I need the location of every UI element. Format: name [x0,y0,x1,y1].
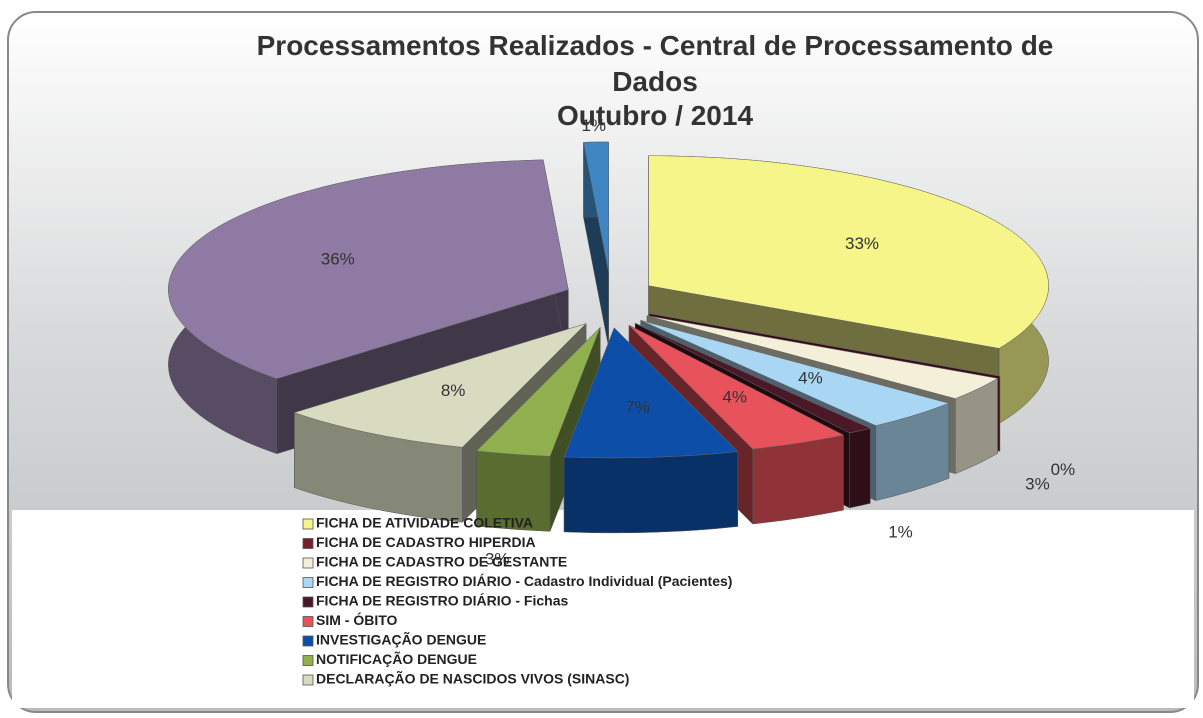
data-label: 3% [485,550,510,569]
legend: FICHA DE ATIVIDADE COLETIVA FICHA DE CADA… [302,515,732,687]
slice [168,159,569,455]
data-label: 7% [625,398,650,417]
data-label: 8% [441,381,466,400]
legend-label: INVESTIGAÇÃO DENGUE [316,631,486,648]
legend-label: SIM - ÓBITO [316,611,398,628]
data-label: 36% [321,250,355,269]
legend-swatch [302,518,314,530]
data-label: 0% [1051,460,1076,479]
chart-subtitle: Outubro / 2014 [556,100,754,131]
slice-top [649,313,1000,377]
legend-label: DECLARAÇÃO DE NASCIDOS VIVOS (SINASC) [316,670,629,687]
slice-top [635,322,872,434]
legend-swatch [302,674,314,686]
plot: 33%0%3%4%1%4%7%3%8%36%1% [168,116,1076,569]
data-label: 1% [888,523,913,542]
slice-top [640,320,950,426]
data-label: 33% [845,234,879,253]
legend-swatch [302,616,314,627]
data-label: 4% [798,369,823,388]
legend-label: NOTIFICAÇÃO DENGUE [316,650,477,667]
slice-top [647,315,999,399]
legend-label: FICHA DE CADASTRO HIPERDIA [316,534,536,550]
slice-top [628,325,845,450]
data-label: 4% [722,388,747,407]
legend-swatch [302,577,314,588]
legend-area [12,510,1194,708]
legend-swatch [302,538,314,549]
slice-top [648,155,1049,349]
data-label: 3% [1025,474,1050,493]
slice-top [476,327,601,457]
legend-label: FICHA DE CADASTRO DE GESTANTE [316,554,567,570]
slice [476,326,601,532]
legend-swatch [302,557,314,569]
legend-swatch [302,596,314,608]
slice-wall [752,434,844,525]
data-label: 1% [581,116,606,135]
slice-top [293,323,587,448]
legend-label: FICHA DE REGISTRO DIÁRIO - Fichas [316,593,568,609]
slice-wall [849,427,871,509]
slice [583,141,609,348]
legend-swatch [302,635,314,647]
slice-wall [563,451,739,534]
slice [563,327,739,534]
chart-title: Processamentos Realizados - Central de P… [256,30,1054,97]
legend-label: FICHA DE REGISTRO DIÁRIO - Cadastro Indi… [316,573,732,589]
slice-top [583,141,609,273]
legend-label: FICHA DE ATIVIDADE COLETIVA [316,515,533,531]
slice-top [563,327,739,459]
legend-swatch [302,655,314,666]
slice-top [168,159,569,379]
